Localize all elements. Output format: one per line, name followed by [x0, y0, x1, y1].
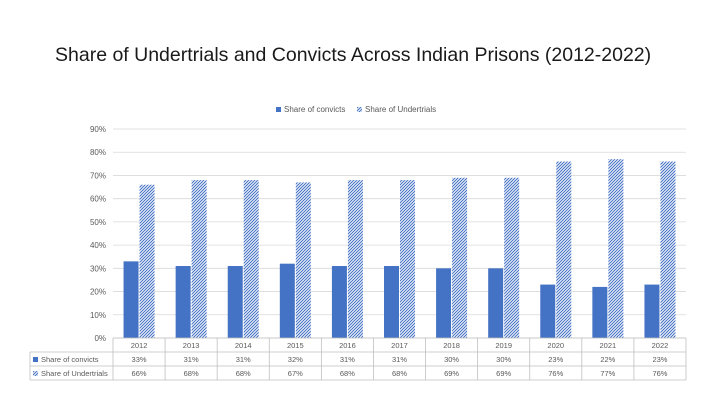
x-tick-label: 2020	[547, 341, 564, 350]
bar-convicts	[592, 286, 608, 338]
data-label-convicts: 22%	[600, 355, 615, 364]
data-label-undertrials: 68%	[340, 369, 355, 378]
x-tick-label: 2012	[131, 341, 148, 350]
bar-convicts	[488, 268, 504, 338]
y-tick-label: 80%	[90, 148, 106, 157]
y-tick-label: 30%	[90, 264, 106, 273]
bar-undertrials	[452, 177, 468, 338]
bar-convicts	[227, 266, 243, 338]
bar-undertrials	[191, 180, 207, 338]
bar-convicts	[279, 263, 295, 338]
x-tick-label: 2019	[495, 341, 512, 350]
legend-label-convicts: Share of convicts	[284, 105, 345, 114]
bar-undertrials	[400, 180, 415, 338]
data-label-undertrials: 66%	[132, 369, 147, 378]
bar-undertrials	[660, 161, 676, 338]
data-label-convicts: 30%	[496, 355, 511, 364]
table-swatch-undertrials	[33, 371, 38, 376]
data-label-convicts: 30%	[444, 355, 459, 364]
x-tick-label: 2017	[391, 341, 408, 350]
data-label-undertrials: 68%	[392, 369, 407, 378]
data-label-undertrials: 76%	[548, 369, 563, 378]
legend-label-undertrials: Share of Undertrials	[365, 105, 436, 114]
data-label-undertrials: 69%	[444, 369, 459, 378]
data-label-convicts: 31%	[392, 355, 407, 364]
bar-undertrials	[139, 184, 155, 338]
bar-convicts	[644, 284, 660, 338]
y-tick-label: 10%	[90, 311, 106, 320]
bar-convicts	[123, 261, 139, 338]
y-tick-label: 20%	[90, 288, 106, 297]
bar-undertrials	[556, 161, 572, 338]
data-label-undertrials: 68%	[236, 369, 251, 378]
bar-convicts	[331, 266, 347, 338]
legend-swatch-convicts	[276, 107, 281, 112]
bar-convicts	[175, 266, 191, 338]
data-label-convicts: 33%	[132, 355, 147, 364]
y-axis: 0% 10% 20% 30% 40% 50% 60% 70% 80% 90%	[90, 125, 106, 343]
data-label-undertrials: 69%	[496, 369, 511, 378]
data-label-convicts: 31%	[184, 355, 199, 364]
data-label-undertrials: 68%	[184, 369, 199, 378]
legend: Share of convicts Share of Undertrials	[276, 105, 436, 114]
data-label-undertrials: 77%	[600, 369, 615, 378]
x-tick-label: 2021	[600, 341, 617, 350]
bar-convicts	[540, 284, 556, 338]
bar-undertrials	[608, 159, 624, 338]
legend-swatch-undertrials	[357, 107, 362, 112]
x-tick-label: 2013	[183, 341, 200, 350]
data-table: 2012 2013 2014 2015 2016 2017 2018 2019 2020 2021…	[29, 337, 687, 381]
x-tick-label: 2015	[287, 341, 304, 350]
x-tick-label: 2014	[235, 341, 252, 350]
y-tick-label: 50%	[90, 218, 106, 227]
bar-convicts	[384, 266, 399, 338]
bar-undertrials	[295, 182, 311, 338]
y-tick-label: 60%	[90, 195, 106, 204]
x-tick-label: 2016	[339, 341, 356, 350]
data-label-convicts: 31%	[236, 355, 251, 364]
chart-title: Share of Undertrials and Convicts Across…	[55, 44, 652, 66]
y-tick-label: 0%	[94, 334, 106, 343]
bar-undertrials	[347, 180, 363, 338]
y-tick-label: 40%	[90, 241, 106, 250]
bar-undertrials	[243, 180, 259, 338]
table-series-convicts: Share of convicts	[41, 355, 99, 364]
data-label-undertrials: 67%	[288, 369, 303, 378]
y-tick-label: 90%	[90, 125, 106, 134]
x-tick-label: 2022	[652, 341, 669, 350]
data-label-undertrials: 76%	[652, 369, 667, 378]
x-tick-label: 2018	[443, 341, 460, 350]
table-swatch-convicts	[33, 357, 38, 362]
y-tick-label: 70%	[90, 171, 106, 180]
bar-convicts	[436, 268, 452, 338]
data-label-convicts: 32%	[288, 355, 303, 364]
data-label-convicts: 23%	[548, 355, 563, 364]
bar-undertrials	[504, 177, 520, 338]
data-label-convicts: 31%	[340, 355, 355, 364]
bars	[123, 159, 676, 338]
table-series-undertrials: Share of Undertrials	[41, 369, 108, 378]
data-label-convicts: 23%	[652, 355, 667, 364]
